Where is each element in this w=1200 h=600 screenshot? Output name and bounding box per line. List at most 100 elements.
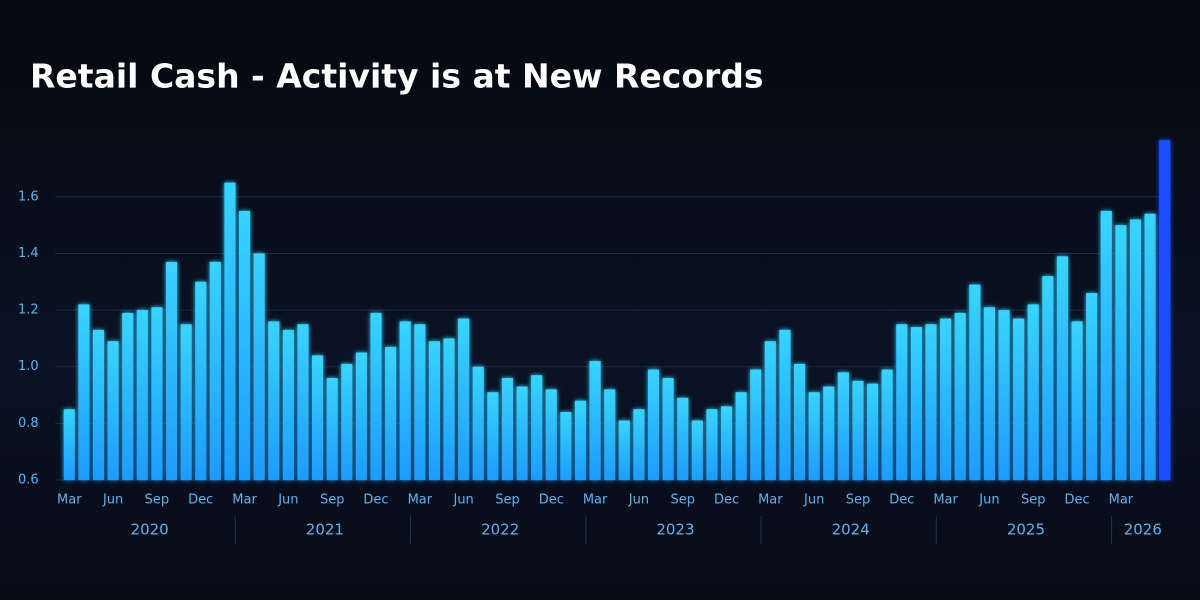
y-tick-label: 0.8 — [18, 416, 39, 431]
bar — [472, 366, 484, 480]
bar — [341, 363, 353, 480]
bar — [794, 363, 806, 480]
x-tick-label: Sep — [320, 493, 345, 508]
bar — [516, 386, 528, 480]
y-tick-label: 1.4 — [18, 246, 39, 261]
x-tick-label: Mar — [933, 493, 958, 508]
x-tick-label: Mar — [758, 493, 783, 508]
x-tick-label: Mar — [1109, 493, 1134, 508]
bar — [399, 321, 411, 480]
bar — [896, 324, 908, 480]
year-label: 2022 — [481, 521, 519, 539]
bar — [501, 378, 514, 480]
bar — [604, 389, 616, 480]
bar — [1042, 276, 1054, 480]
bar — [881, 369, 893, 480]
bar — [1129, 219, 1142, 480]
bar — [355, 352, 367, 480]
x-tick-label: Dec — [714, 493, 739, 508]
bar — [837, 372, 849, 480]
bar — [1144, 213, 1156, 481]
x-tick-label: Jun — [452, 493, 473, 508]
x-tick-label: Jun — [978, 493, 999, 508]
bar — [136, 310, 148, 480]
bar — [1159, 140, 1171, 480]
bar — [239, 210, 251, 480]
x-tick-label: Sep — [670, 493, 695, 508]
y-tick-label: 1.6 — [18, 189, 39, 204]
bar — [1086, 293, 1098, 480]
bar — [925, 324, 937, 480]
bar — [165, 261, 178, 480]
bar — [779, 329, 791, 480]
bar — [297, 324, 309, 480]
bar — [720, 406, 733, 480]
bar — [691, 420, 703, 480]
bar — [735, 392, 747, 480]
bar — [618, 420, 630, 480]
bar — [151, 307, 163, 480]
bar — [224, 182, 236, 480]
bar — [1013, 318, 1025, 480]
bar — [458, 318, 470, 480]
bar — [764, 341, 776, 480]
bar — [560, 412, 572, 480]
bar — [750, 369, 762, 480]
x-tick-label: Dec — [539, 493, 564, 508]
bar — [63, 409, 75, 480]
bar — [983, 307, 995, 480]
bar — [107, 341, 119, 480]
bar — [195, 281, 207, 480]
bar — [487, 392, 499, 480]
bar — [385, 346, 397, 480]
bar — [633, 409, 645, 480]
year-label: 2021 — [306, 521, 344, 539]
bar — [677, 397, 689, 480]
bar — [78, 304, 90, 480]
bar — [122, 312, 134, 480]
y-tick-label: 1.2 — [18, 303, 39, 318]
year-label: 2024 — [832, 521, 870, 539]
bar — [209, 261, 221, 480]
year-label: 2026 — [1124, 521, 1162, 539]
bar — [326, 378, 338, 480]
bar — [940, 318, 952, 480]
bar — [1115, 225, 1127, 480]
x-tick-label: Mar — [232, 493, 257, 508]
bar — [1056, 256, 1069, 480]
y-tick-label: 1.0 — [18, 359, 39, 374]
bar — [998, 310, 1010, 480]
x-tick-label: Jun — [628, 493, 649, 508]
bar — [180, 324, 192, 480]
x-tick-label: Sep — [1021, 493, 1046, 508]
x-tick-label: Sep — [145, 493, 170, 508]
bar — [268, 321, 280, 480]
bar — [414, 324, 426, 480]
x-tick-label: Sep — [495, 493, 520, 508]
bar — [428, 341, 440, 480]
chart-title: Retail Cash - Activity is at New Records — [30, 57, 764, 96]
x-tick-label: Dec — [363, 493, 388, 508]
y-tick-label: 0.6 — [18, 473, 39, 488]
x-tick-label: Dec — [188, 493, 213, 508]
bar — [574, 400, 587, 480]
bar — [647, 369, 660, 480]
year-label: 2025 — [1007, 521, 1045, 539]
bar — [1071, 321, 1083, 480]
bar — [954, 312, 966, 480]
bar — [808, 392, 820, 480]
bar — [1027, 304, 1039, 480]
bar — [370, 312, 382, 480]
year-label: 2023 — [656, 521, 694, 539]
bar — [253, 253, 265, 480]
bar — [545, 389, 557, 480]
x-tick-label: Jun — [277, 493, 298, 508]
x-tick-label: Mar — [583, 493, 608, 508]
bar — [92, 329, 105, 480]
bar — [867, 383, 879, 480]
bar — [443, 338, 455, 480]
year-label: 2020 — [131, 521, 169, 539]
bar — [910, 327, 922, 480]
bar — [662, 378, 674, 480]
